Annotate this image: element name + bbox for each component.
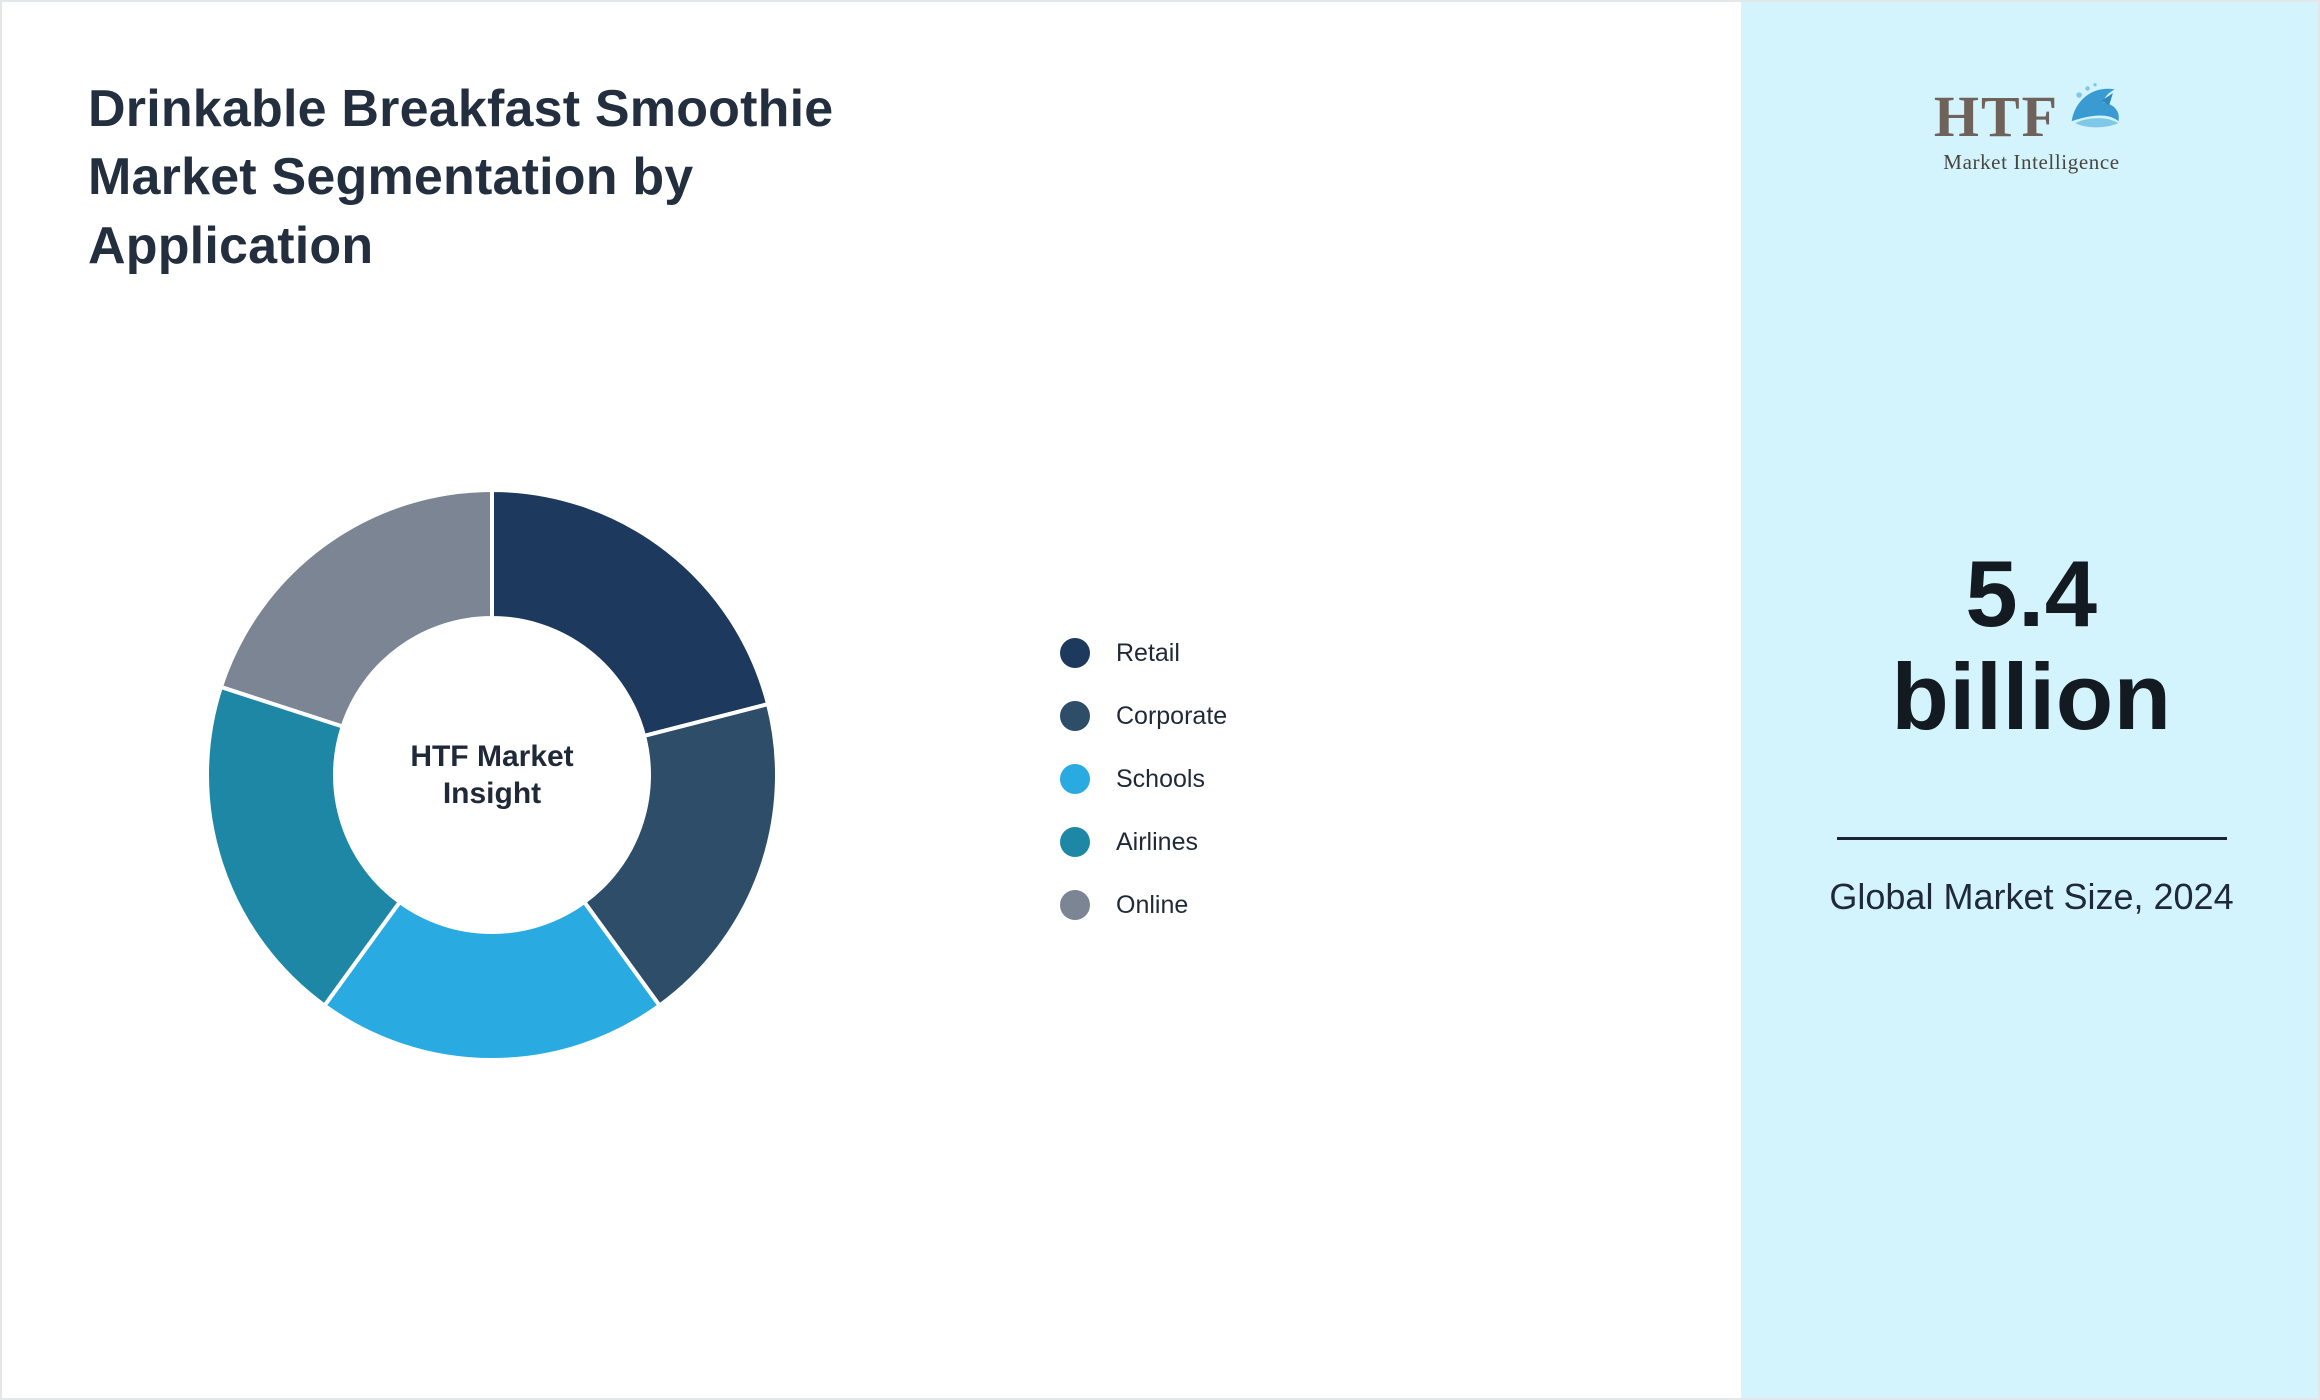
donut-svg <box>205 488 779 1063</box>
legend-dot-retail <box>1060 638 1090 668</box>
logo-row: HTF <box>1933 83 2129 149</box>
market-size-value-line1: 5.4 <box>1965 541 2098 646</box>
legend: Retail Corporate Schools Airlines Online <box>1060 638 1227 953</box>
legend-label-retail: Retail <box>1116 638 1180 667</box>
legend-dot-online <box>1060 890 1090 920</box>
market-size-value-line2: billion <box>1891 644 2172 750</box>
legend-dot-corporate <box>1060 701 1090 731</box>
legend-item-online: Online <box>1060 890 1227 920</box>
legend-label-corporate: Corporate <box>1116 701 1228 730</box>
donut-segment-online <box>218 488 494 729</box>
sidebar: HTF Market Intelligence 5.4 billion Glob… <box>1741 2 2318 1398</box>
logo-brand-text: HTF <box>1933 84 2060 149</box>
logo-tagline: Market Intelligence <box>1943 150 2120 174</box>
legend-item-schools: Schools <box>1060 764 1227 794</box>
legend-label-schools: Schools <box>1116 764 1205 793</box>
legend-item-airlines: Airlines <box>1060 827 1227 857</box>
legend-item-corporate: Corporate <box>1060 701 1227 731</box>
legend-item-retail: Retail <box>1060 638 1227 668</box>
market-size-value: 5.4 billion <box>1741 541 2318 750</box>
donut-segment-retail <box>490 488 771 738</box>
legend-label-airlines: Airlines <box>1116 827 1198 856</box>
legend-label-online: Online <box>1116 890 1189 919</box>
legend-dot-airlines <box>1060 827 1090 857</box>
dolphin-icon <box>2071 83 2119 128</box>
brand-logo: HTF Market Intelligence <box>1741 83 2318 175</box>
donut-segment-schools <box>322 900 662 1063</box>
market-size-caption: Global Market Size, 2024 <box>1829 875 2234 917</box>
market-size-block: 5.4 billion Global Market Size, 2024 <box>1741 541 2318 922</box>
legend-dot-schools <box>1060 764 1090 794</box>
donut-segment-corporate <box>582 702 779 1008</box>
divider-line <box>1836 836 2227 840</box>
donut-center-label: HTF Market Insight <box>410 739 574 811</box>
page-title: Drinkable Breakfast Smoothie Market Segm… <box>88 79 834 276</box>
donut-segment-airlines <box>205 684 402 1008</box>
donut-chart <box>197 480 787 1070</box>
